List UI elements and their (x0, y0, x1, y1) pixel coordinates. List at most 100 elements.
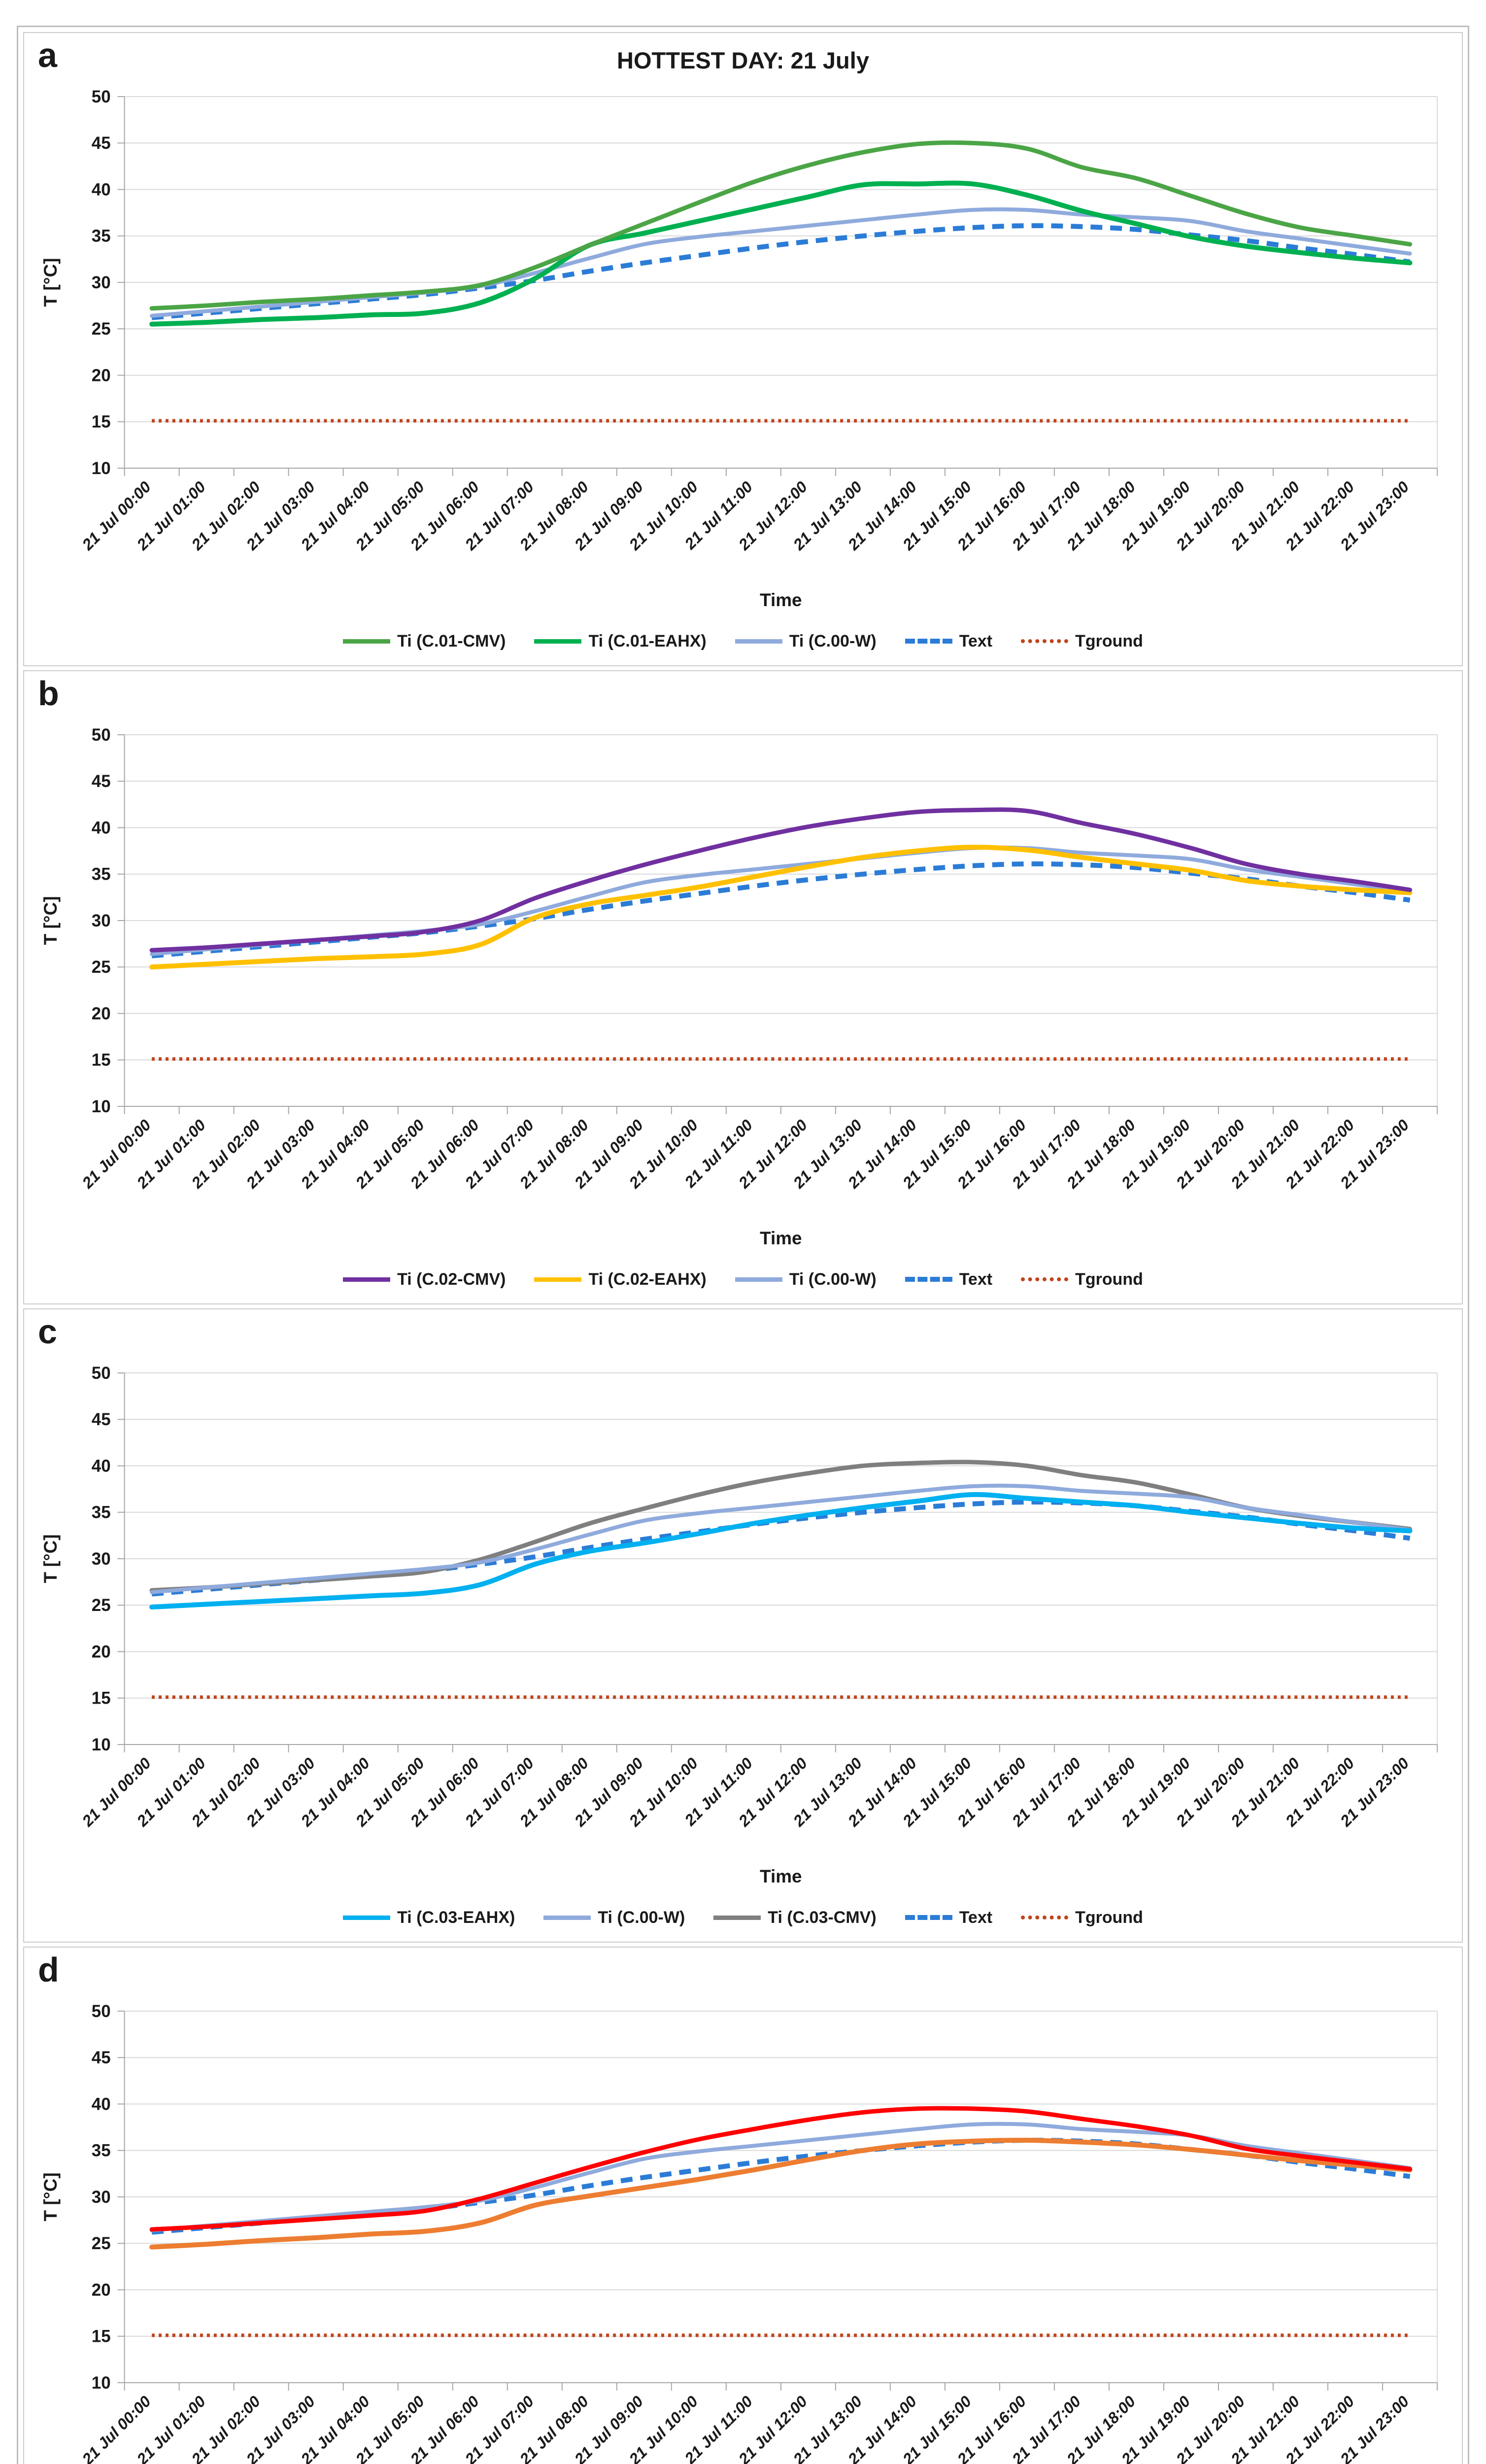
y-tick-label: 35 (92, 227, 111, 246)
legend-item: Ti (C.00-W) (735, 632, 877, 651)
legend-b: Ti (C.02-CMV) Ti (C.02-EAHX) Ti (C.00-W) Te… (30, 1258, 1456, 1300)
legend-line-swatch (735, 639, 782, 644)
legend-item: Ti (C.03-CMV) (713, 1908, 877, 1927)
panel-d-header: d (30, 1951, 1456, 1997)
legend-line-swatch (534, 639, 582, 644)
y-tick-label: 50 (92, 1364, 111, 1383)
panel-c: c 10 15 20 25 30 35 40 45 50 21 Jul 00:00 21 Jul 0… (23, 1308, 1463, 1943)
panel-b-header: b (30, 674, 1456, 721)
x-axis-title: Time (760, 590, 802, 610)
legend-line-swatch (713, 1915, 761, 1920)
y-tick-label: 30 (92, 1549, 111, 1569)
legend-item: Ti (C.00-W) (543, 1908, 685, 1927)
y-tick-label: 15 (92, 1051, 111, 1070)
legend-a: Ti (C.01-CMV) Ti (C.01-EAHX) Ti (C.00-W) Te… (30, 620, 1456, 662)
y-tick-label: 30 (92, 2188, 111, 2207)
y-tick-label: 35 (92, 2141, 111, 2160)
y-tick-label: 15 (92, 412, 111, 432)
y-axis-title: T [°C] (40, 896, 61, 945)
panel-letter: b (38, 674, 59, 713)
y-tick-label: 45 (92, 2048, 111, 2067)
legend-label: Ti (C.01-EAHX) (588, 631, 707, 650)
y-tick-label: 35 (92, 1503, 111, 1522)
legend-item: Tground (1021, 632, 1143, 651)
series-line (151, 223, 1411, 320)
y-tick-label: 15 (92, 1689, 111, 1708)
y-axis-title: T [°C] (40, 2172, 61, 2221)
legend-line-swatch (343, 639, 391, 644)
legend-item: Tground (1021, 1908, 1143, 1927)
series-line (149, 2137, 1413, 2250)
legend-label: Text (959, 1269, 993, 1289)
series-line (149, 2106, 1413, 2232)
y-tick-label: 40 (92, 2094, 111, 2114)
y-tick-label: 30 (92, 273, 111, 292)
y-tick-label: 10 (92, 1097, 111, 1116)
series-line (149, 1492, 1413, 1609)
x-axis-title: Time (760, 1228, 802, 1248)
panel-a-header: a HOTTEST DAY: 21 July (30, 36, 1456, 83)
legend-line-swatch (905, 1277, 952, 1282)
y-tick-label: 45 (92, 1410, 111, 1429)
legend-line-swatch (735, 1277, 782, 1282)
legend-line-swatch (343, 1915, 391, 1920)
y-tick-label: 10 (92, 1735, 111, 1754)
y-axis-title: T [°C] (40, 1534, 61, 1583)
y-tick-label: 50 (92, 2002, 111, 2021)
legend-label: Ti (C.00-W) (789, 631, 877, 650)
panel-a: a HOTTEST DAY: 21 July 10 15 20 25 30 35 40 45 5… (23, 32, 1463, 666)
series-line (150, 207, 1412, 318)
legend-line-swatch (1021, 1916, 1069, 1919)
y-tick-label: 35 (92, 865, 111, 884)
y-tick-label: 50 (92, 87, 111, 106)
y-tick-label: 30 (92, 911, 111, 930)
panel-b: b 10 15 20 25 30 35 40 45 50 21 Jul 00:00 21 Jul 0… (23, 670, 1463, 1304)
legend-label: Text (959, 631, 993, 650)
legend-label: Tground (1075, 1269, 1143, 1289)
y-tick-label: 20 (92, 366, 111, 385)
legend-line-swatch (343, 1277, 391, 1282)
series-line (149, 1460, 1413, 1593)
legend-line-swatch (905, 1915, 952, 1920)
y-axis-title: T [°C] (40, 258, 61, 307)
legend-label: Tground (1075, 631, 1143, 650)
legend-item: Ti (C.01-CMV) (343, 632, 506, 651)
x-axis-title: Time (760, 1866, 802, 1886)
series-line (150, 2122, 1412, 2232)
legend-label: Ti (C.02-CMV) (397, 1269, 506, 1289)
y-tick-label: 20 (92, 1642, 111, 1661)
legend-item: Tground (1021, 1270, 1143, 1289)
legend-label: Ti (C.03-CMV) (768, 1908, 877, 1927)
y-tick-label: 50 (92, 725, 111, 745)
y-tick-label: 40 (92, 1456, 111, 1475)
y-tick-label: 45 (92, 134, 111, 153)
legend-line-swatch (905, 639, 952, 644)
legend-label: Text (959, 1908, 993, 1927)
legend-item: Ti (C.00-W) (735, 1270, 877, 1289)
y-tick-label: 10 (92, 459, 111, 478)
series-line (149, 180, 1413, 327)
legend-c: Ti (C.03-EAHX) Ti (C.00-W) Ti (C.03-CMV) Te… (30, 1896, 1456, 1939)
y-tick-label: 25 (92, 2234, 111, 2253)
y-tick-label: 20 (92, 1004, 111, 1023)
legend-label: Ti (C.00-W) (789, 1269, 877, 1289)
y-tick-label: 25 (92, 319, 111, 339)
series-line (149, 140, 1413, 311)
series-line (150, 1483, 1412, 1594)
y-tick-label: 15 (92, 2327, 111, 2346)
y-tick-label: 40 (92, 180, 111, 199)
chart-title: HOTTEST DAY: 21 July (617, 47, 869, 73)
legend-item: Ti (C.02-CMV) (343, 1270, 506, 1289)
y-tick-label: 45 (92, 772, 111, 791)
legend-label: Ti (C.00-W) (598, 1908, 685, 1927)
panel-letter: d (38, 1951, 59, 1989)
figure-frame: a HOTTEST DAY: 21 July 10 15 20 25 30 35 40 45 5… (17, 26, 1469, 2464)
legend-label: Ti (C.03-EAHX) (397, 1908, 515, 1927)
y-tick-label: 40 (92, 818, 111, 837)
legend-label: Ti (C.01-CMV) (397, 631, 506, 650)
y-tick-label: 25 (92, 958, 111, 977)
legend-item: Text (905, 1908, 992, 1927)
